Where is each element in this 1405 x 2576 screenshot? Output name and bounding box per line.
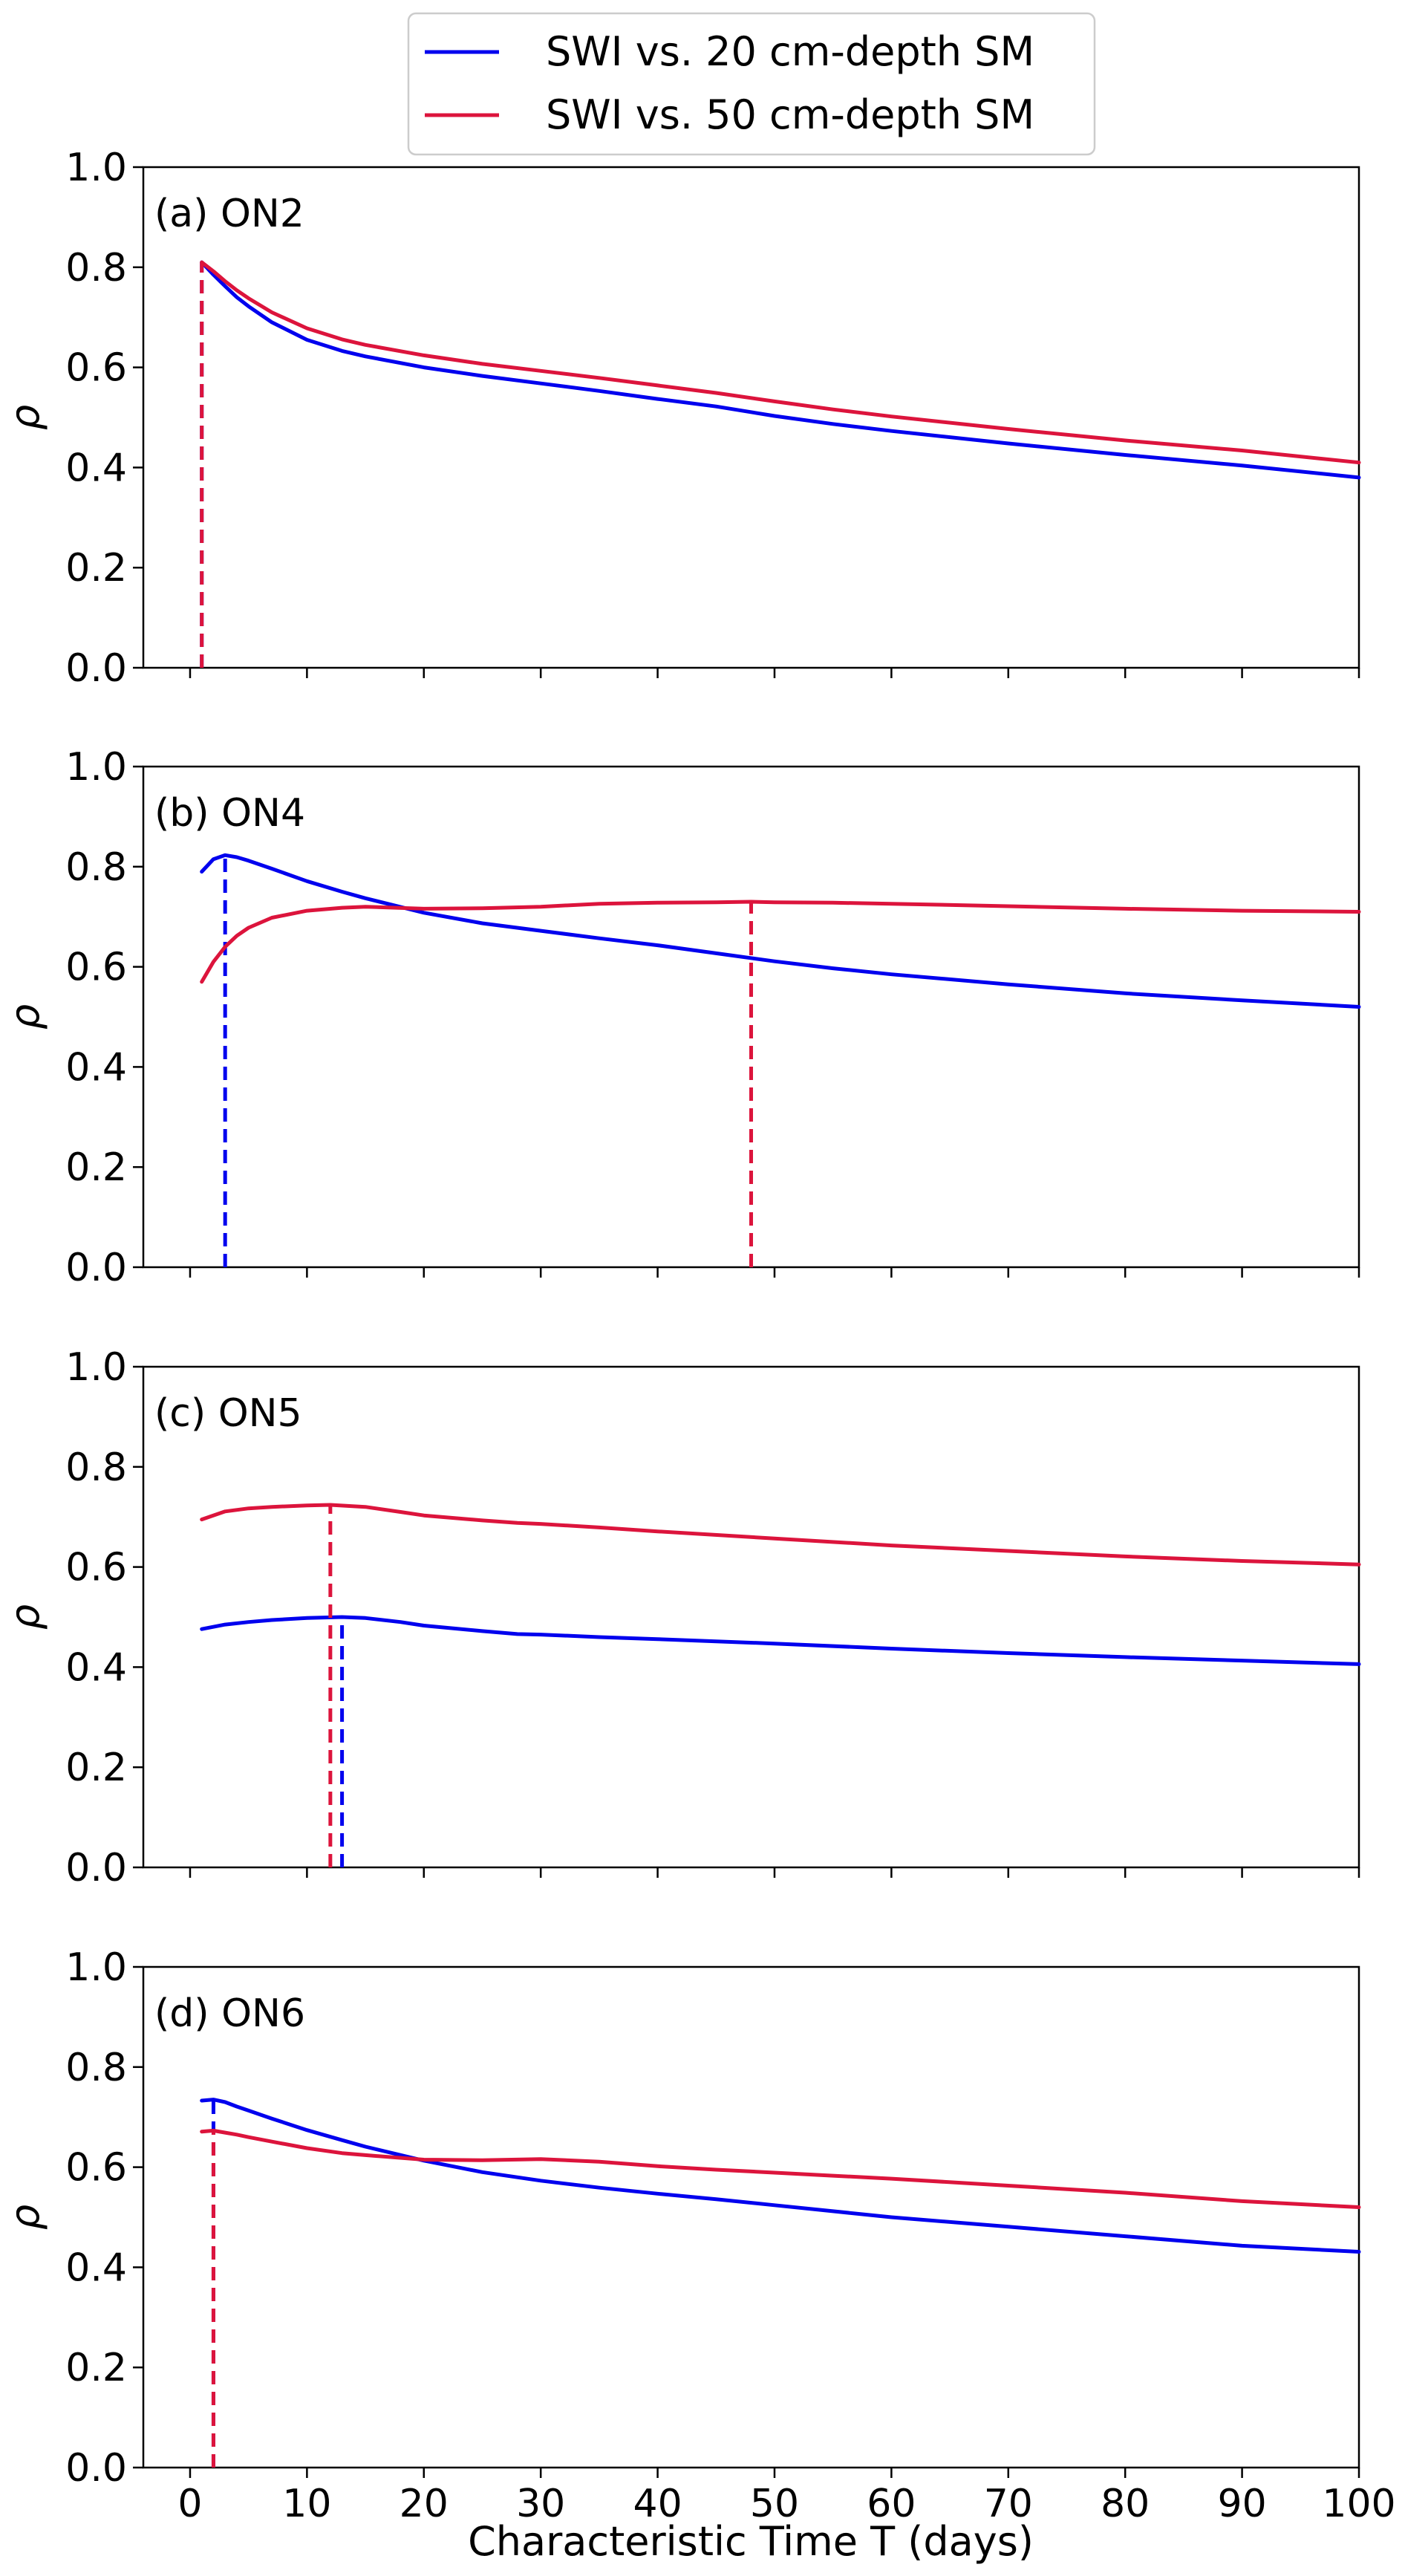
plot-frame bbox=[142, 166, 1360, 669]
y-tick-label: 1.0 bbox=[65, 146, 127, 190]
x-tick-label: 30 bbox=[516, 2482, 565, 2526]
y-tick-label: 0.0 bbox=[65, 1246, 127, 1290]
y-tick-label: 0.2 bbox=[65, 1746, 127, 1790]
series-line-50cm bbox=[200, 2128, 1361, 2209]
y-tick-label: 0.8 bbox=[65, 1445, 127, 1490]
y-tick-label: 0.6 bbox=[65, 1546, 127, 1590]
x-tick-label: 20 bbox=[400, 2482, 449, 2526]
legend-label-20cm: SWI vs. 20 cm-depth SM bbox=[546, 28, 1034, 75]
y-tick-label: 0.8 bbox=[65, 845, 127, 890]
plot-frame bbox=[142, 1965, 1360, 2469]
series-line-20cm bbox=[200, 1615, 1361, 1666]
plot-frame bbox=[142, 1365, 1360, 1869]
x-tick-label: 40 bbox=[633, 2482, 682, 2526]
panel-label: (b) ON4 bbox=[154, 791, 305, 836]
x-tick-label: 100 bbox=[1322, 2482, 1395, 2526]
legend: SWI vs. 20 cm-depth SM SWI vs. 50 cm-dep… bbox=[407, 12, 1096, 156]
y-axis-label: ρ bbox=[1, 1604, 48, 1630]
y-tick-label: 0.2 bbox=[65, 546, 127, 591]
series-line-20cm bbox=[200, 853, 1361, 1009]
y-tick-label: 1.0 bbox=[65, 745, 127, 790]
legend-frame bbox=[407, 12, 1096, 156]
y-axis-label: ρ bbox=[1, 2205, 48, 2230]
panel-label: (c) ON5 bbox=[154, 1391, 302, 1436]
x-tick-label: 70 bbox=[984, 2482, 1033, 2526]
y-tick-label: 0.8 bbox=[65, 246, 127, 290]
y-tick-label: 0.4 bbox=[65, 1645, 127, 1690]
y-tick-label: 0.0 bbox=[65, 646, 127, 691]
y-axis-label: ρ bbox=[1, 405, 48, 430]
y-tick-label: 0.6 bbox=[65, 346, 127, 391]
y-tick-label: 0.4 bbox=[65, 446, 127, 490]
y-tick-label: 0.2 bbox=[65, 1145, 127, 1190]
y-tick-label: 0.8 bbox=[65, 2046, 127, 2090]
x-tick-label: 80 bbox=[1101, 2482, 1150, 2526]
y-tick-label: 0.0 bbox=[65, 2446, 127, 2491]
y-tick-label: 0.2 bbox=[65, 2346, 127, 2390]
series-line-20cm bbox=[200, 260, 1361, 480]
series-line-50cm bbox=[200, 1503, 1361, 1567]
y-tick-label: 1.0 bbox=[65, 1345, 127, 1390]
x-tick-label: 0 bbox=[177, 2482, 202, 2526]
y-axis-label: ρ bbox=[1, 1004, 48, 1030]
y-tick-label: 0.0 bbox=[65, 1846, 127, 1890]
x-tick-label: 10 bbox=[282, 2482, 331, 2526]
y-tick-label: 1.0 bbox=[65, 1945, 127, 1990]
panel-4: 0.0 0.2 0.4 0.6 0.8 1.0 0 10 20 30 40 50 60 70 80 90 100… bbox=[1, 1945, 1396, 2526]
x-tick-label: 50 bbox=[750, 2482, 799, 2526]
x-tick-label: 90 bbox=[1218, 2482, 1267, 2526]
panel-1: 0.0 0.2 0.4 0.6 0.8 1.0 ρ (a) ON2 bbox=[1, 146, 1361, 691]
x-tick-label: 60 bbox=[867, 2482, 916, 2526]
legend-label-50cm: SWI vs. 50 cm-depth SM bbox=[546, 91, 1034, 138]
y-tick-label: 0.6 bbox=[65, 946, 127, 990]
x-axis-label: Characteristic Time T (days) bbox=[468, 2518, 1034, 2565]
panel-label: (d) ON6 bbox=[154, 1991, 305, 2036]
series-line-20cm bbox=[200, 2098, 1361, 2254]
series-line-50cm bbox=[200, 260, 1361, 465]
y-tick-label: 0.4 bbox=[65, 2245, 127, 2290]
y-tick-label: 0.6 bbox=[65, 2146, 127, 2190]
panel-3: 0.0 0.2 0.4 0.6 0.8 1.0 ρ (c) ON5 bbox=[1, 1345, 1361, 1890]
panel-2: 0.0 0.2 0.4 0.6 0.8 1.0 ρ (b) ON4 bbox=[1, 745, 1361, 1290]
y-tick-label: 0.4 bbox=[65, 1045, 127, 1090]
series-line-50cm bbox=[200, 900, 1361, 984]
panel-label: (a) ON2 bbox=[154, 192, 304, 236]
